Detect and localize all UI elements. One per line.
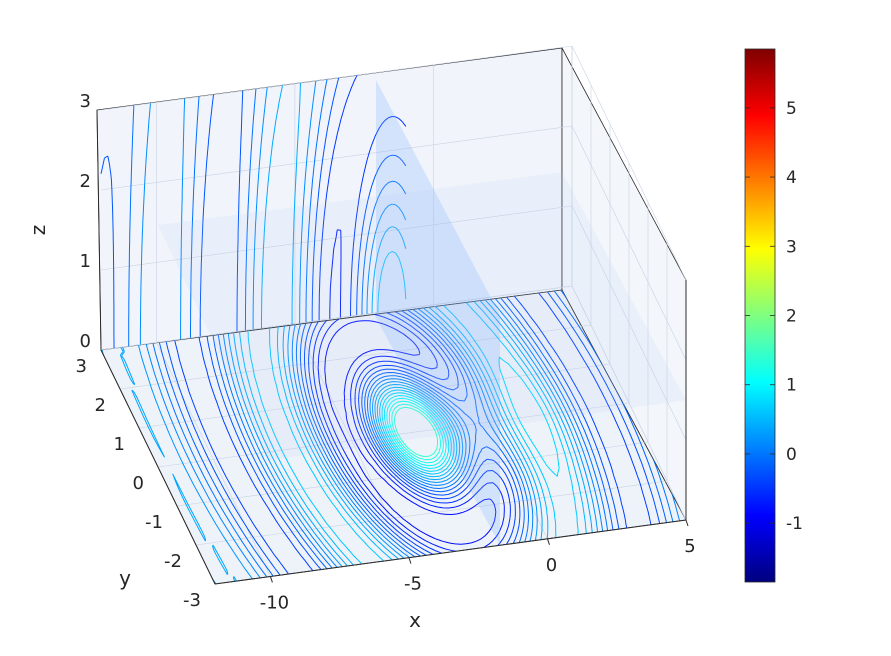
slice-plane-x — [376, 80, 500, 545]
colorbar-tick-label: -1 — [786, 514, 803, 534]
floor-contour-line — [324, 320, 497, 545]
floor-contour-line — [383, 395, 450, 469]
floor-contour-line — [101, 297, 599, 584]
floor-contour-line — [391, 403, 442, 461]
grid-line-z — [100, 205, 573, 271]
floor-contour-line — [393, 406, 439, 457]
floor-contour-line — [381, 356, 560, 477]
floor-contour-line — [388, 400, 444, 464]
grid-line-z — [100, 285, 573, 351]
box-edge — [214, 519, 687, 585]
y-tick-label: 0 — [133, 473, 144, 494]
y-tick-label: 3 — [76, 356, 87, 377]
z-tick-label: 1 — [80, 251, 91, 272]
z-tick-label: 0 — [80, 331, 91, 352]
z-tick-label: 3 — [80, 91, 91, 112]
z-axis-ticks: 0 1 2 3 — [80, 91, 91, 352]
floor-contour-line — [145, 290, 681, 579]
floor-contour-line — [317, 313, 505, 552]
back-contour-line — [261, 82, 407, 329]
z-tick-label: 2 — [80, 171, 91, 192]
grid-line-z — [571, 285, 687, 521]
colorbar-tick-label: 0 — [786, 445, 797, 465]
back-contour-line — [329, 229, 342, 319]
floor-contours — [101, 290, 681, 584]
y-tick-label: 1 — [114, 434, 125, 455]
floor-contour-line — [174, 290, 652, 575]
colorbar-tick-label: 2 — [786, 307, 797, 327]
y-tick-label: -3 — [183, 590, 201, 611]
y-axis-label: y — [119, 566, 131, 590]
y-tick-label: 2 — [95, 395, 106, 416]
grid-line-y — [119, 324, 592, 390]
back-contour-line — [318, 74, 407, 321]
x-tick-label: 0 — [546, 555, 557, 576]
back-contour-line — [377, 251, 407, 313]
colorbar-tick-label: 3 — [786, 237, 797, 257]
y-tick-label: -1 — [145, 512, 163, 533]
x-tick-mark — [269, 576, 273, 583]
x-tick-label: -5 — [404, 574, 422, 595]
colorbar-tick-label: 1 — [786, 376, 797, 396]
x-tick-mark — [546, 538, 550, 545]
floor-contour-line — [239, 299, 587, 566]
x-tick-label: 5 — [684, 536, 695, 557]
x-axis-ticks: -10 -5 0 5 — [260, 519, 696, 613]
y-tick-label: -2 — [164, 551, 182, 572]
floor-contour-line — [312, 311, 511, 554]
floor-contour-line — [165, 290, 661, 576]
back-contour-line — [100, 77, 407, 349]
grid-line-z — [100, 125, 573, 191]
colorbar-tick-label: 4 — [786, 168, 797, 188]
grid-line-z — [571, 205, 687, 441]
grid-line-z — [100, 45, 573, 111]
floor-contour-line — [386, 397, 447, 467]
grid-line-z — [571, 45, 687, 281]
back-contour-line — [128, 79, 407, 347]
x-tick-mark — [685, 519, 689, 527]
box-edge — [96, 109, 102, 351]
back-contours — [100, 74, 407, 349]
x-tick-mark — [408, 557, 412, 564]
grid-line-z — [571, 125, 687, 361]
x-tick-label: -10 — [260, 592, 289, 613]
back-contour-line — [139, 80, 407, 345]
box-edge — [100, 349, 216, 585]
floor-contour-line — [119, 298, 593, 582]
colorbar-ticks: -1 0 1 2 3 4 5 — [745, 99, 803, 534]
slice-plane-z — [158, 172, 686, 460]
colorbar-tick-label: 5 — [786, 99, 797, 119]
floor-contour-line — [247, 300, 579, 565]
z-axis-label: z — [26, 225, 50, 236]
grid-line-y — [195, 480, 668, 546]
x-axis-label: x — [409, 608, 421, 632]
